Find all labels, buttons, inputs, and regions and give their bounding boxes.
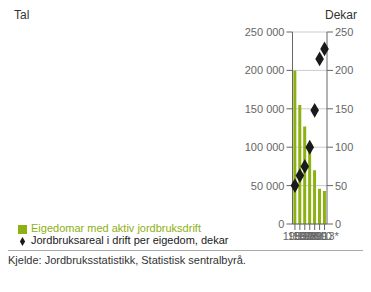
- svg-text:150: 150: [335, 103, 353, 115]
- html-text:Jordbruksareal i drift per eig: Jordbruksareal i drift per eigedom, deka…: [31, 234, 229, 246]
- html-text:Tal: Tal: [14, 8, 30, 22]
- svg-text:2013*: 2013*: [310, 230, 339, 242]
- svg-text:100 000: 100 000: [245, 141, 285, 153]
- svg-text:0: 0: [335, 218, 341, 230]
- svg-text:50: 50: [335, 180, 347, 192]
- svg-text:150 000: 150 000: [245, 103, 285, 115]
- html-text:Kjelde: Jordbruksstatistikk, S: Kjelde: Jordbruksstatistikk, Statistisk …: [8, 254, 246, 266]
- svg-text:200 000: 200 000: [245, 64, 285, 76]
- svg-text:0: 0: [278, 218, 284, 230]
- html-text:Eigedomar med aktiv jordbruksd: Eigedomar med aktiv jordbruksdrift: [31, 222, 201, 234]
- svg-text:200: 200: [335, 64, 353, 76]
- html-text:Dekar: Dekar: [325, 8, 357, 22]
- svg-text:100: 100: [335, 141, 353, 153]
- svg-text:50 000: 50 000: [251, 180, 285, 192]
- svg-text:250: 250: [335, 26, 353, 38]
- svg-text:250 000: 250 000: [245, 26, 285, 38]
